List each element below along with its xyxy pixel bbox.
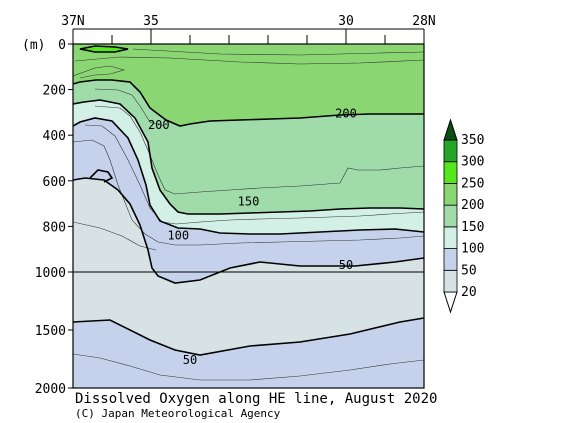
y-tick-label: 0: [58, 38, 66, 53]
contour-50-upper: [73, 177, 424, 284]
colorbar-segment: [443, 139, 458, 163]
x-tick-label: 28N: [412, 14, 435, 29]
band-200-250: [73, 44, 424, 126]
contour-label: 50: [339, 258, 353, 272]
y-axis-unit: (m): [22, 38, 45, 53]
colorbar-segment: [443, 183, 458, 206]
x-tick-label: 35: [143, 14, 159, 29]
y-tick-label: 1000: [35, 266, 66, 281]
colorbar-label: 250: [461, 176, 484, 191]
colorbar-label: 50: [461, 263, 477, 278]
colorbar-segment: [443, 161, 458, 184]
contour-thin-1: [74, 56, 424, 65]
colorbar-segment: [443, 226, 458, 249]
x-tick-label: 37N: [61, 14, 84, 29]
colorbar-segment: [443, 269, 458, 293]
colorbar-label: 100: [461, 242, 484, 257]
y-tick-label: 1500: [35, 324, 66, 339]
contour-250: [79, 45, 129, 53]
x-axis: 37N 35 30 28N: [61, 14, 436, 44]
contour-label: 200: [148, 118, 170, 132]
colorbar-segment: [443, 204, 458, 228]
y-tick-label: 2000: [35, 382, 66, 397]
contour-label: 100: [167, 229, 189, 243]
y-tick-label: 600: [43, 175, 66, 190]
contour-thin-3: [73, 65, 126, 79]
contour-thin-9: [73, 353, 424, 381]
colorbar-label: 350: [461, 133, 484, 148]
contour-50-lower: [73, 317, 424, 356]
chart-title: Dissolved Oxygen along HE line, August 2…: [75, 391, 437, 407]
contour-labels: 200 200 150 100 50 50: [148, 107, 357, 368]
contour-thin-6: [84, 124, 424, 225]
contour-label: 50: [183, 353, 197, 367]
colorbar-label: 300: [461, 155, 484, 170]
contour-150: [73, 99, 424, 215]
contour-thin-2: [132, 48, 424, 56]
colorbar: 20 50 100 150 200 250 300 350: [443, 118, 484, 314]
colorbar-segment: [443, 118, 458, 141]
y-tick-label: 200: [43, 84, 66, 99]
x-tick-label: 30: [338, 14, 354, 29]
contour-thin-5: [94, 105, 424, 195]
band-50-100-lower: [73, 318, 424, 388]
contour-100: [73, 117, 424, 235]
colorbar-label: 20: [461, 285, 477, 300]
contour-label: 150: [238, 194, 260, 208]
contour-label: 200: [335, 107, 357, 121]
y-tick-label: 800: [43, 220, 66, 235]
y-tick-label: 400: [43, 129, 66, 144]
credit-text: (C) Japan Meteorological Agency: [75, 407, 281, 420]
contour-200: [73, 79, 424, 127]
thin-contours: [73, 48, 424, 381]
thick-contours: [73, 45, 424, 356]
colorbar-segment: [443, 248, 458, 271]
contour-50-tongue: [89, 169, 114, 183]
y-axis: 0 200 400 600 800 1000 1500 2000: [35, 38, 73, 397]
colorbar-segment: [443, 291, 458, 314]
colorbar-label: 200: [461, 198, 484, 213]
colorbar-label: 150: [461, 220, 484, 235]
plot-area: [73, 44, 424, 388]
contour-thin-8: [73, 221, 157, 251]
contour-thin-4: [94, 88, 165, 127]
plot-frame: [72, 43, 425, 389]
contour-thin-7: [73, 139, 424, 246]
